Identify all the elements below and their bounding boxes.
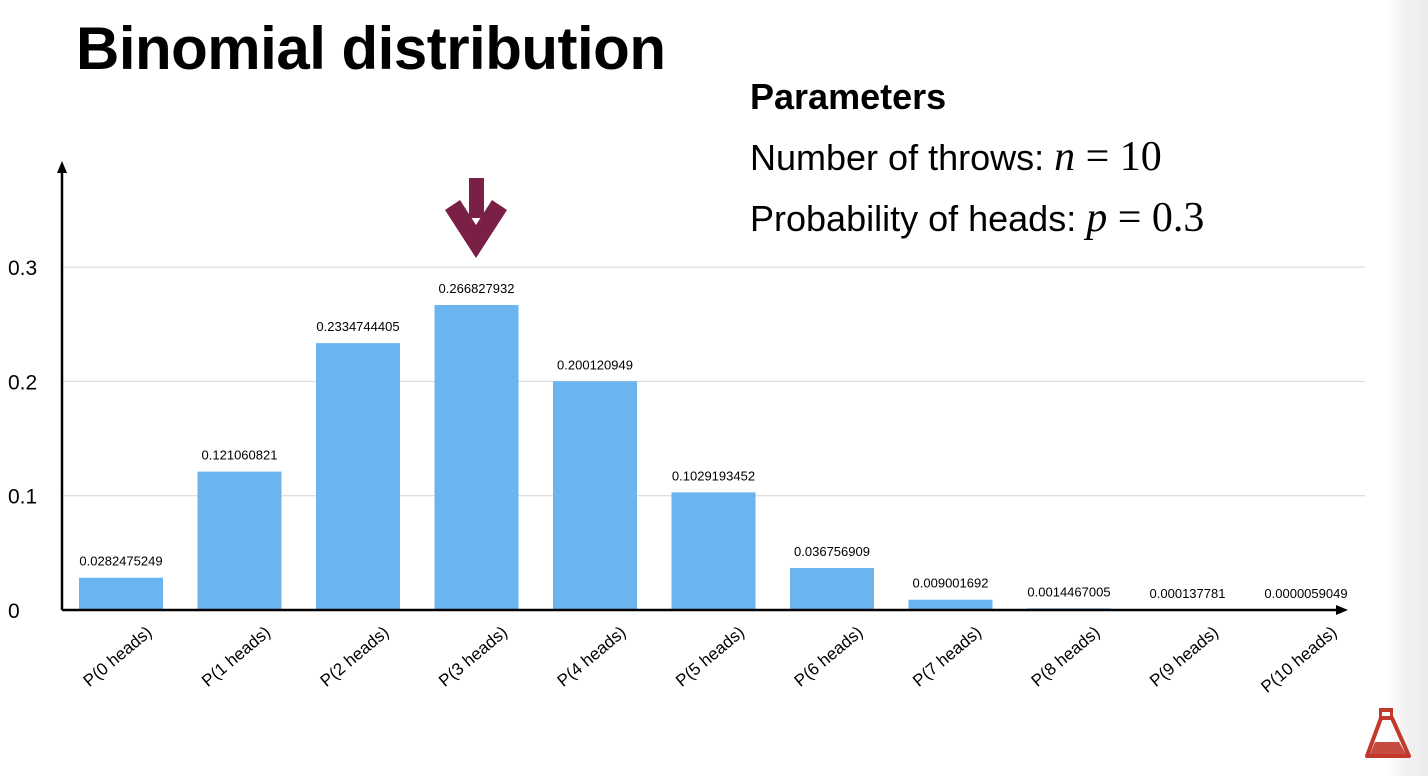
x-tick-label: P(10 heads) (1257, 623, 1340, 697)
throws-equals: = (1075, 134, 1120, 180)
x-tick-label: P(5 heads) (672, 623, 748, 691)
throws-line: Number of throws: n = 10 (750, 127, 1204, 188)
value-label: 0.000137781 (1150, 586, 1226, 601)
value-label: 0.266827932 (439, 281, 515, 296)
x-tick-label: P(1 heads) (198, 623, 274, 691)
x-axis-arrowhead (1336, 605, 1348, 615)
probability-formula: p = 0.3 (1086, 195, 1204, 241)
flask-logo-icon (1365, 708, 1411, 758)
bar (197, 471, 282, 610)
probability-label: Probability of heads: (750, 198, 1087, 239)
axes (57, 161, 1348, 615)
parameters-heading: Parameters (750, 76, 947, 117)
x-tick-label: P(0 heads) (80, 623, 156, 691)
x-tick-label: P(4 heads) (554, 623, 630, 691)
bar (908, 599, 993, 610)
probability-variable: p (1086, 195, 1108, 241)
x-tick-label: P(3 heads) (435, 623, 511, 691)
y-tick-label: 0.2 (8, 371, 37, 394)
x-tick-label: P(7 heads) (909, 623, 985, 691)
bars (79, 305, 1348, 610)
y-tick-label: 0.3 (8, 257, 37, 280)
x-tick-label: P(9 heads) (1146, 623, 1222, 691)
y-tick-label: 0 (8, 600, 20, 623)
slide-title: Binomial distribution (76, 15, 666, 82)
value-label: 0.2334744405 (316, 319, 399, 334)
bar (316, 343, 400, 610)
bar (553, 381, 637, 610)
bar (671, 492, 756, 610)
down-arrow-icon (445, 178, 507, 258)
bar (790, 567, 874, 610)
x-tick-label: P(8 heads) (1028, 623, 1104, 691)
x-tick-label: P(2 heads) (317, 623, 393, 691)
throws-formula: n = 10 (1054, 134, 1162, 180)
value-label: 0.0282475249 (79, 554, 162, 569)
probability-equals: = (1107, 195, 1152, 241)
probability-line: Probability of heads: p = 0.3 (750, 188, 1204, 249)
value-label: 0.200120949 (557, 357, 633, 372)
throws-value: 10 (1119, 134, 1162, 180)
x-tick-labels: P(0 heads) P(1 heads) P(2 heads) P(3 heads)… (80, 623, 1341, 697)
value-label: 0.1029193452 (672, 468, 755, 483)
parameters-panel: Parameters Number of throws: n = 10 Prob… (750, 66, 1204, 249)
value-label: 0.121060821 (202, 448, 278, 463)
throws-label: Number of throws: (750, 137, 1055, 178)
throws-variable: n (1054, 134, 1076, 180)
value-label: 0.0000059049 (1264, 586, 1347, 601)
value-label: 0.009001692 (913, 576, 989, 591)
bar (434, 305, 519, 610)
value-label: 0.036756909 (794, 544, 870, 559)
y-tick-label: 0.1 (8, 486, 37, 509)
x-tick-label: P(6 heads) (791, 623, 867, 691)
value-label: 0.0014467005 (1027, 584, 1110, 599)
probability-value: 0.3 (1151, 195, 1205, 241)
bar (79, 577, 163, 610)
scrollbar[interactable] (1386, 0, 1428, 776)
bar-chart: 0 0.1 0.2 0.3 0.0282475249 0.121060821 0.2334… (8, 161, 1365, 697)
y-axis-arrowhead (57, 161, 67, 173)
y-tick-labels: 0 0.1 0.2 0.3 (8, 257, 37, 623)
value-labels: 0.0282475249 0.121060821 0.2334744405 0.266… (79, 281, 1347, 601)
